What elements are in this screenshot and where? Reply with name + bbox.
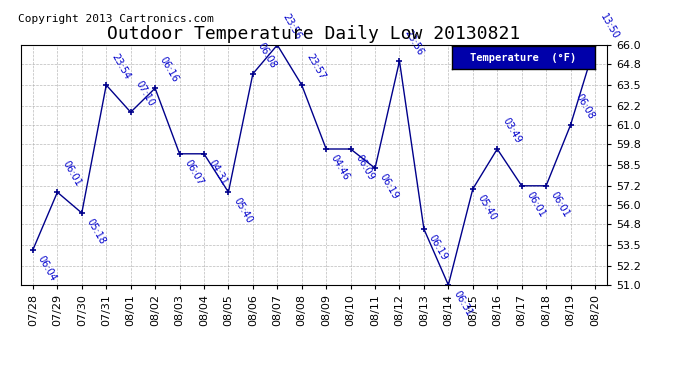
Text: 23:57: 23:57	[305, 52, 327, 81]
Text: 03:49: 03:49	[500, 116, 523, 145]
Text: 06:08: 06:08	[573, 92, 596, 121]
Text: 06:16: 06:16	[158, 55, 181, 84]
Text: 05:40: 05:40	[231, 196, 254, 225]
Text: 06:31: 06:31	[451, 289, 474, 318]
Text: 06:19: 06:19	[378, 172, 400, 201]
Text: 05:40: 05:40	[475, 193, 498, 222]
Text: 04:46: 04:46	[329, 153, 352, 182]
Text: 06:01: 06:01	[524, 190, 547, 219]
Text: 06:07: 06:07	[182, 158, 205, 187]
Text: 06:04: 06:04	[36, 254, 59, 283]
Text: 23:56: 23:56	[402, 28, 425, 57]
Text: 06:19: 06:19	[427, 233, 449, 262]
Text: 05:18: 05:18	[85, 217, 108, 246]
Text: 13:50: 13:50	[598, 12, 620, 41]
Text: 06:08: 06:08	[256, 41, 278, 70]
Text: 23:54: 23:54	[109, 52, 132, 81]
Title: Outdoor Temperature Daily Low 20130821: Outdoor Temperature Daily Low 20130821	[108, 26, 520, 44]
Text: 06:09: 06:09	[353, 153, 376, 182]
Text: Copyright 2013 Cartronics.com: Copyright 2013 Cartronics.com	[18, 14, 213, 24]
Text: 04:31: 04:31	[207, 158, 230, 187]
Text: 06:01: 06:01	[549, 190, 571, 219]
Text: 07:10: 07:10	[134, 79, 156, 108]
Text: 06:01: 06:01	[60, 159, 83, 188]
Text: 23:56: 23:56	[280, 12, 303, 41]
